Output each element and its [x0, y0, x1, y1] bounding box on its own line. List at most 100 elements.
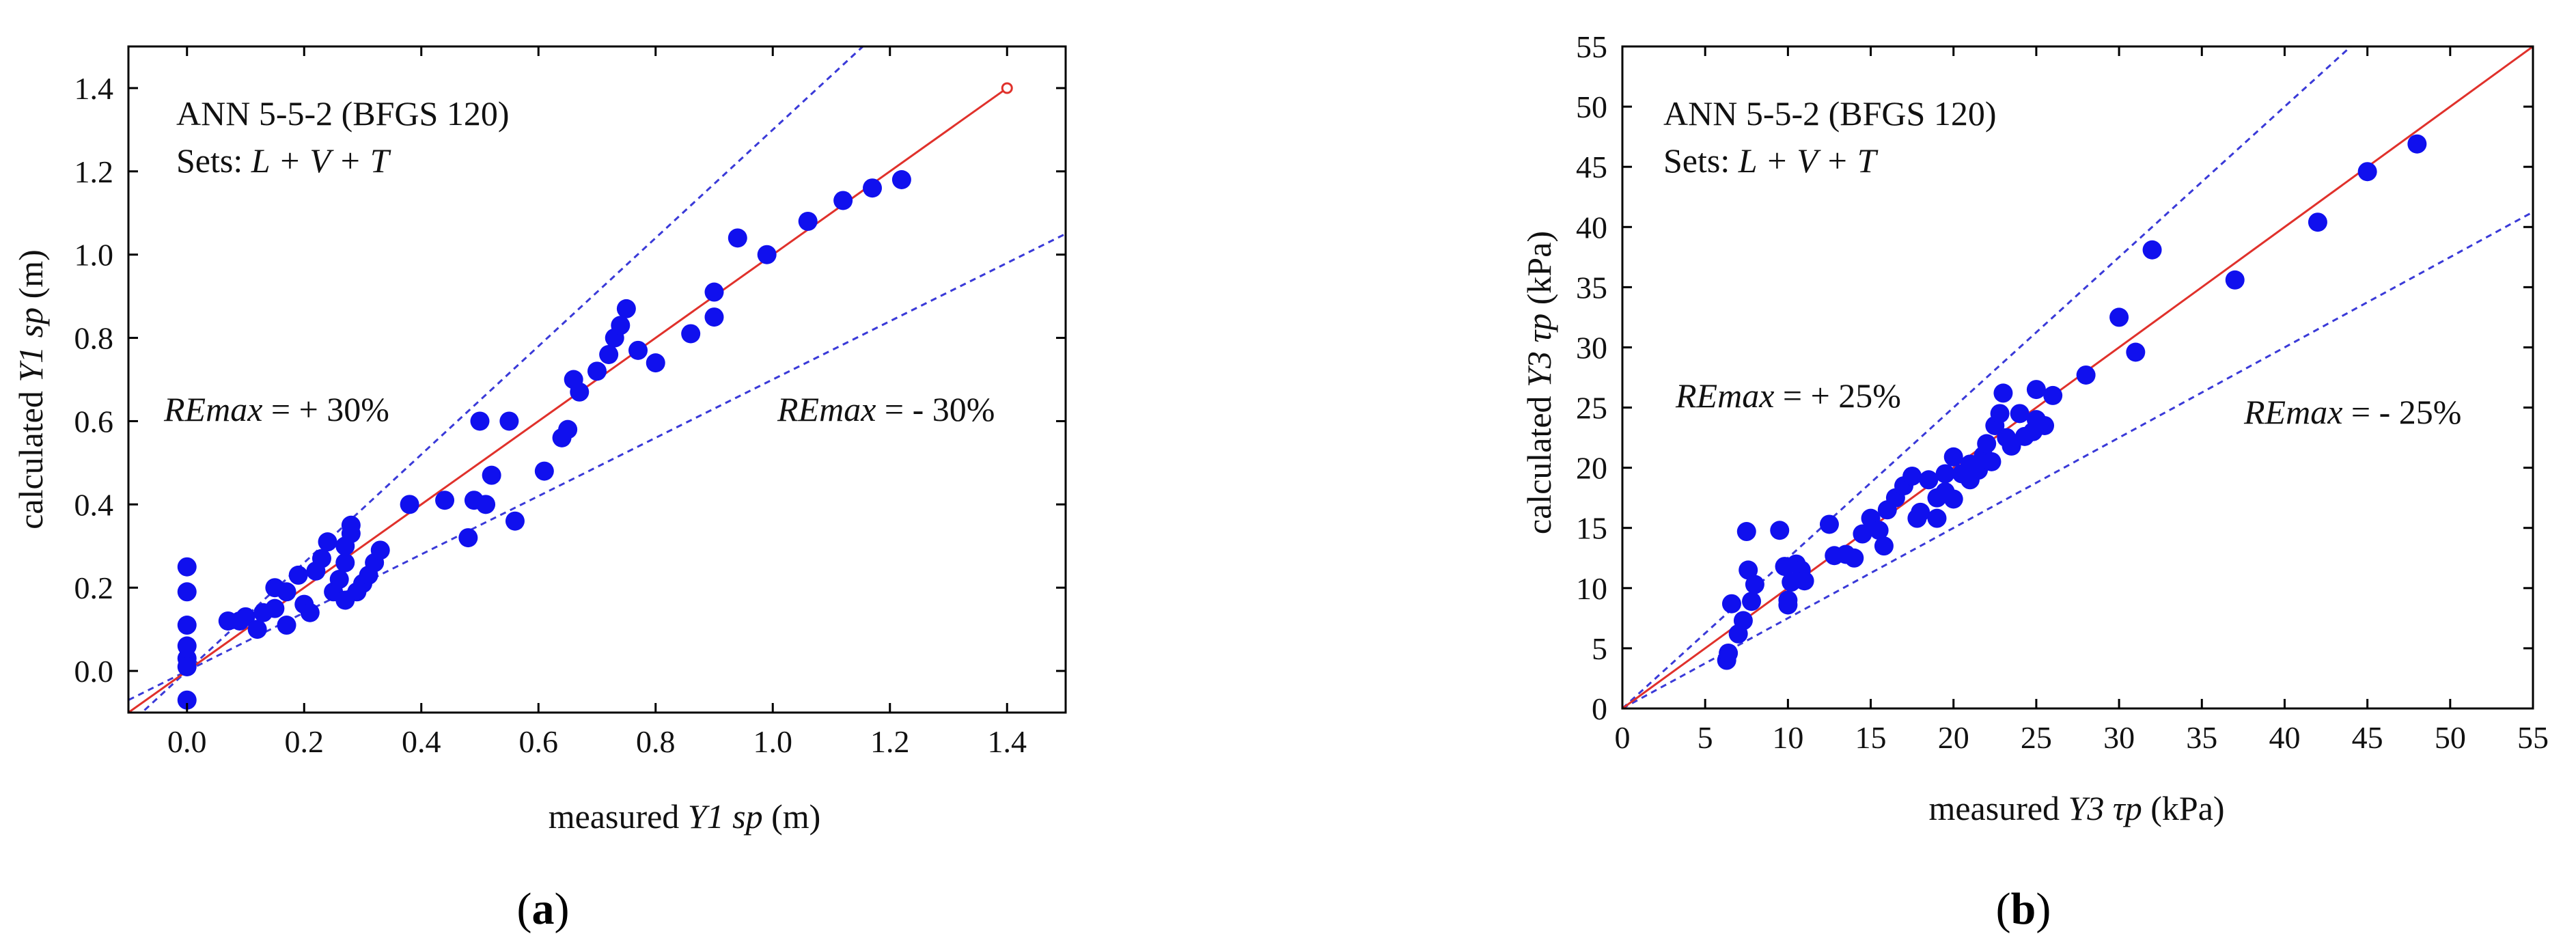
x-tick-label: 0.8 [636, 724, 676, 759]
y-tick-label: 55 [1576, 29, 1607, 64]
y-tick-label: 35 [1576, 270, 1607, 305]
data-point [247, 620, 267, 639]
data-point [2225, 270, 2245, 290]
data-point [728, 228, 747, 248]
data-point [2043, 385, 2063, 405]
data-point [329, 570, 349, 589]
data-point [400, 495, 419, 514]
data-point [863, 178, 883, 198]
data-point [1778, 595, 1798, 615]
y-axis-label: calculated Y1 sp (m) [12, 249, 50, 529]
data-point [1739, 560, 1758, 580]
y-axis-ticks: 0.0 0.2 0.4 0.6 0.8 1.0 1.2 1.4 [74, 71, 1066, 689]
data-point [1874, 536, 1894, 556]
data-point [265, 598, 285, 618]
data-point [757, 245, 777, 264]
data-point [335, 553, 355, 573]
x-axis-label: measured Y3 τp (kPa) [1928, 789, 2224, 827]
data-point [1795, 571, 1814, 591]
y-tick-label: 1.2 [74, 154, 114, 189]
data-point [628, 340, 648, 360]
data-point [1733, 611, 1753, 631]
y-tick-label: 5 [1592, 631, 1607, 666]
y-axis-ticks: 0 5 10 15 20 25 30 35 40 45 50 55 [1576, 29, 2533, 726]
data-point [2357, 162, 2377, 182]
y-axis-label: calculated Y3 τp (kPa) [1520, 231, 1558, 534]
data-point [300, 603, 320, 622]
lower-bound-line [128, 232, 1066, 702]
data-point [646, 353, 665, 373]
plot-frame [1621, 45, 2534, 710]
data-point [482, 465, 501, 485]
data-point [2142, 240, 2162, 260]
data-point [833, 191, 853, 210]
data-point [177, 616, 197, 635]
x-tick-label: 1.2 [870, 724, 910, 759]
panel-label-a: (a) [517, 884, 570, 934]
data-point [177, 657, 197, 676]
x-tick-label: 1.4 [988, 724, 1027, 759]
data-point [616, 299, 636, 318]
x-tick-label: 5 [1698, 720, 1713, 755]
data-point [1770, 521, 1790, 540]
data-point [681, 324, 701, 344]
data-point [2035, 415, 2055, 435]
re-label-lower: REmax = - 25% [2243, 393, 2461, 431]
data-point [288, 565, 308, 585]
y-tick-label: 15 [1576, 511, 1607, 546]
plot-frame [127, 45, 1067, 714]
data-point [177, 582, 197, 602]
y-tick-label: 10 [1576, 571, 1607, 606]
x-tick-label: 1.0 [753, 724, 793, 759]
data-point [177, 557, 197, 577]
x-tick-label: 50 [2435, 720, 2466, 755]
data-point [1902, 466, 1922, 486]
y-tick-label: 50 [1576, 89, 1607, 124]
y-tick-label: 0.2 [74, 570, 114, 605]
x-tick-label: 45 [2352, 720, 2383, 755]
y-tick-label: 1.4 [74, 71, 114, 106]
x-tick-label: 15 [1855, 720, 1887, 755]
chart-panel-a: 0.0 0.2 0.4 0.6 0.8 1.0 1.2 1.4 0.0 0.2 0.4 0.6 0.8… [12, 45, 1067, 934]
lower-bound-line [1622, 210, 2533, 708]
x-tick-label: 35 [2186, 720, 2217, 755]
data-point [341, 515, 361, 535]
data-point [476, 495, 496, 514]
data-point [1869, 521, 1889, 540]
ideal-line-end-marker [1001, 82, 1013, 94]
y-tick-label: 20 [1576, 451, 1607, 486]
data-point [2126, 342, 2146, 362]
y-tick-label: 0.0 [74, 654, 114, 689]
annotation-model: ANN 5-5-2 (BFGS 120) [176, 94, 510, 133]
data-point [2010, 404, 2030, 424]
y-tick-label: 1.0 [74, 238, 114, 273]
data-point [2109, 307, 2129, 327]
data-point [1911, 502, 1930, 522]
data-point [1943, 489, 1963, 509]
data-point [435, 491, 455, 510]
data-point [704, 307, 724, 327]
x-tick-label: 40 [2269, 720, 2300, 755]
data-point [370, 540, 390, 560]
x-tick-label: 0.2 [285, 724, 324, 759]
data-point [311, 549, 331, 568]
x-tick-label: 55 [2517, 720, 2549, 755]
data-point [611, 316, 631, 335]
data-point [1819, 514, 1839, 534]
data-point [277, 616, 296, 635]
re-label-upper: REmax = + 25% [1675, 376, 1901, 415]
re-label-lower: REmax = - 30% [777, 390, 995, 428]
y-tick-label: 25 [1576, 391, 1607, 426]
data-point [2002, 436, 2021, 456]
y-tick-label: 0 [1592, 691, 1607, 726]
data-point [587, 361, 607, 381]
x-tick-label: 20 [1938, 720, 1969, 755]
y-tick-label: 45 [1576, 150, 1607, 184]
data-point [1982, 452, 2002, 471]
data-point [277, 582, 296, 602]
data-point [558, 419, 578, 439]
annotation-sets: Sets: L + V + T [176, 141, 391, 180]
data-point [1745, 575, 1764, 594]
data-point [236, 607, 255, 626]
